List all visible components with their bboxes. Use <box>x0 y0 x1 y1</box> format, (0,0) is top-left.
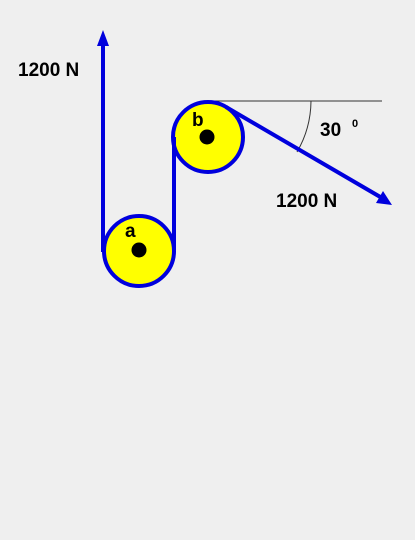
angle-label: 30 <box>320 120 341 141</box>
arrow-head-up <box>97 30 109 46</box>
axle-b <box>199 129 215 145</box>
belt-diagonal-right <box>224 105 384 200</box>
arrow-head-right <box>376 191 392 205</box>
angle-unit-label: 0 <box>352 118 358 130</box>
pulley-b-label: b <box>192 110 204 131</box>
force-label-top: 1200 N <box>18 60 79 81</box>
pulley-a-label: a <box>125 221 136 242</box>
force-label-right: 1200 N <box>276 191 337 212</box>
axle-a <box>131 242 147 258</box>
